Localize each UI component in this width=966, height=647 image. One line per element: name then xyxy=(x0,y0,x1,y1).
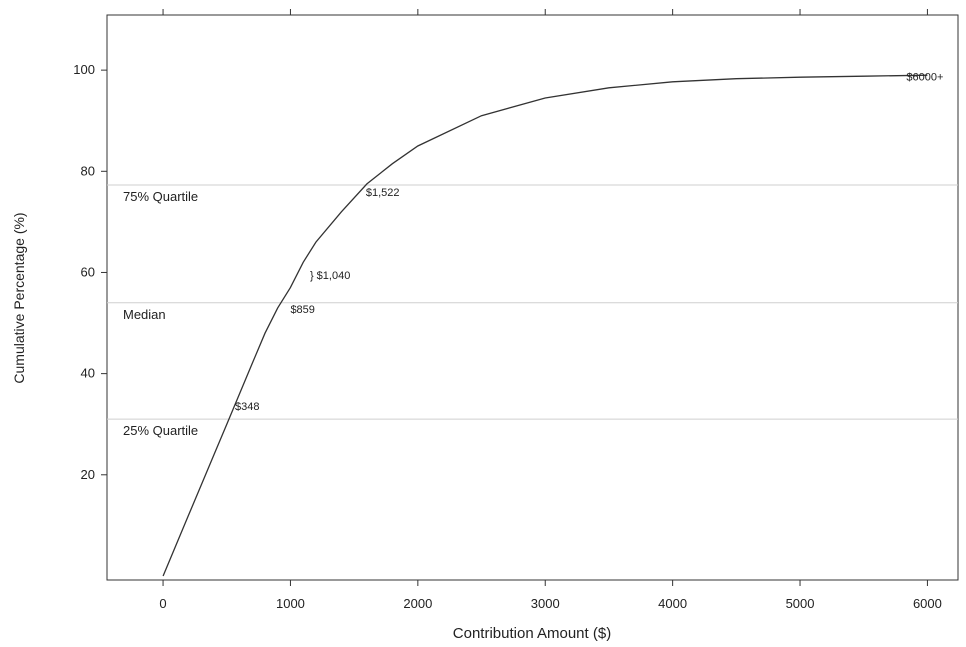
x-tick-label: 0 xyxy=(159,596,166,611)
y-tick-label: 80 xyxy=(81,163,95,178)
y-tick-label: 100 xyxy=(73,62,95,77)
annotation: $859 xyxy=(290,304,314,316)
data-line xyxy=(162,74,928,577)
annotation: $6000+ xyxy=(906,71,943,83)
reference-label: 75% Quartile xyxy=(123,189,198,204)
annotation: $1,522 xyxy=(366,187,400,199)
annotation: } $1,040 xyxy=(310,270,350,282)
x-tick-label: 4000 xyxy=(658,596,687,611)
reference-label: Median xyxy=(123,307,166,322)
y-tick-label: 20 xyxy=(81,467,95,482)
reference-label: 25% Quartile xyxy=(123,423,198,438)
x-tick-label: 5000 xyxy=(786,596,815,611)
x-tick-label: 2000 xyxy=(403,596,432,611)
y-tick-label: 60 xyxy=(81,264,95,279)
y-axis-label: Cumulative Percentage (%) xyxy=(11,212,27,383)
x-axis-label: Contribution Amount ($) xyxy=(453,625,611,642)
x-tick-label: 1000 xyxy=(276,596,305,611)
y-tick-label: 40 xyxy=(81,366,95,381)
x-tick-label: 3000 xyxy=(531,596,560,611)
x-tick-label: 6000 xyxy=(913,596,942,611)
plot-frame xyxy=(106,14,959,581)
annotation: $348 xyxy=(235,401,259,413)
